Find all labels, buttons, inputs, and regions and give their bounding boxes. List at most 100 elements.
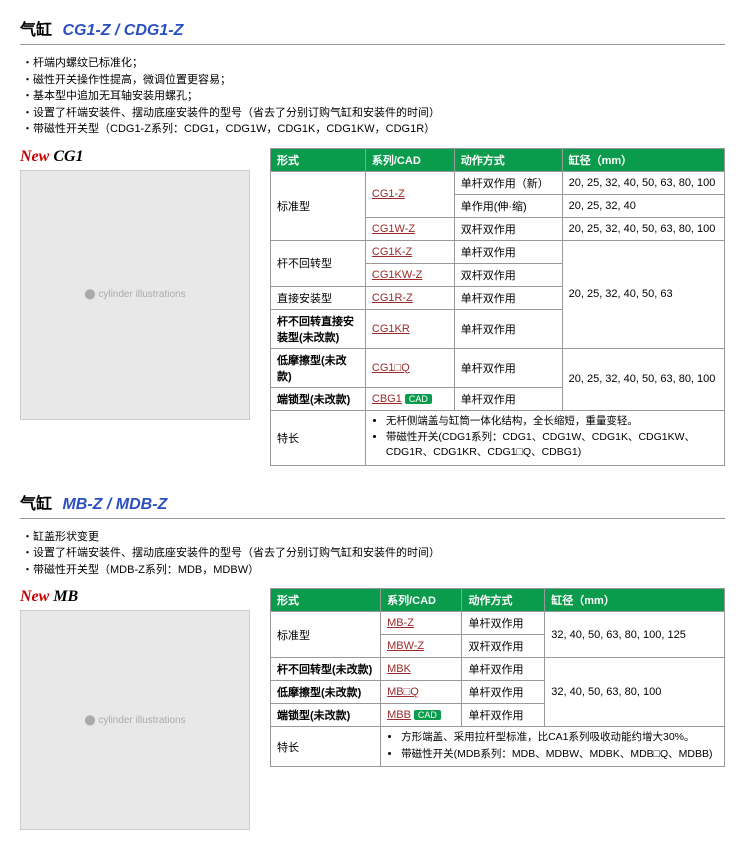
cell-series: MB-Z (381, 612, 462, 635)
cell-form: 杆不回转直接安装型(未改款) (271, 309, 366, 348)
feature-row: 特长 无杆侧端盖与缸筒一体化结构，全长缩短，重量变轻。 带磁性开关(CDG1系列… (271, 410, 725, 465)
series-link[interactable]: CBG1 (372, 393, 402, 405)
section1-model: CG1-Z / CDG1-Z (62, 22, 183, 39)
cell-feature-label: 特长 (271, 727, 381, 767)
table-row: 标准型 MB-Z 单杆双作用 32, 40, 50, 63, 80, 100, … (271, 612, 725, 635)
cell-series: CG1KR (365, 309, 454, 348)
mb-spec-table: 形式 系列/CAD 动作方式 缸径（mm） 标准型 MB-Z 单杆双作用 32,… (270, 588, 725, 767)
table-row: 标准型 CG1-Z 单杆双作用（新） 20, 25, 32, 40, 50, 6… (271, 171, 725, 194)
cell-features: 方形端盖、采用拉杆型标准，比CA1系列吸收动能约增大30%。 带磁性开关(MDB… (381, 727, 725, 767)
cad-badge: CAD (405, 394, 432, 404)
th-form: 形式 (271, 589, 381, 612)
series-link[interactable]: MBB (387, 709, 411, 721)
bullet-item: 带磁性开关型（MDB-Z系列：MDB，MDBW） (22, 562, 725, 579)
cell-form: 端锁型(未改款) (271, 387, 366, 410)
feature-item: 方形端盖、采用拉杆型标准，比CA1系列吸收动能约增大30%。 (401, 730, 718, 745)
cell-action: 单杆双作用 (454, 286, 562, 309)
cg1-product-image: ⬤ cylinder illustrations (20, 170, 250, 420)
bullet-item: 基本型中追加无耳轴安装用螺孔； (22, 88, 725, 105)
series-link[interactable]: CG1KR (372, 323, 410, 335)
section2-model: MB-Z / MDB-Z (62, 496, 167, 513)
cell-features: 无杆侧端盖与缸筒一体化结构，全长缩短，重量变轻。 带磁性开关(CDG1系列：CD… (365, 410, 724, 465)
series-link[interactable]: CG1KW-Z (372, 269, 423, 281)
cell-action: 单杆双作用 (454, 387, 562, 410)
section2-image-column: New MB ⬤ cylinder illustrations (20, 588, 260, 830)
bullet-item: 设置了杆端安装件、摆动底座安装件的型号（省去了分别订购气缸和安装件的时间） (22, 105, 725, 122)
cell-action: 单杆双作用 (454, 348, 562, 387)
th-action: 动作方式 (454, 148, 562, 171)
cell-feature-label: 特长 (271, 410, 366, 465)
cell-series: CG1W-Z (365, 217, 454, 240)
section1-title: 气缸 CG1-Z / CDG1-Z (20, 16, 725, 45)
cell-bore: 32, 40, 50, 63, 80, 100 (545, 658, 725, 727)
feature-row: 特长 方形端盖、采用拉杆型标准，比CA1系列吸收动能约增大30%。 带磁性开关(… (271, 727, 725, 767)
cell-series: MB□Q (381, 681, 462, 704)
new-mb-label: New MB (20, 588, 260, 606)
bullet-item: 缸盖形状变更 (22, 529, 725, 546)
cell-series: CG1K-Z (365, 240, 454, 263)
cell-series: CG1□Q (365, 348, 454, 387)
th-series: 系列/CAD (365, 148, 454, 171)
new-cg1-label: New CG1 (20, 148, 260, 166)
cell-series: CBG1CAD (365, 387, 454, 410)
cell-bore: 20, 25, 32, 40, 50, 63, 80, 100 (562, 348, 724, 410)
series-link[interactable]: CG1-Z (372, 188, 405, 200)
cell-series: MBW-Z (381, 635, 462, 658)
mb-product-image: ⬤ cylinder illustrations (20, 610, 250, 830)
cell-bore: 20, 25, 32, 40 (562, 194, 724, 217)
feature-item: 无杆侧端盖与缸筒一体化结构，全长缩短，重量变轻。 (386, 414, 718, 429)
th-form: 形式 (271, 148, 366, 171)
th-series: 系列/CAD (381, 589, 462, 612)
cell-form: 低摩擦型(未改款) (271, 681, 381, 704)
cell-form: 标准型 (271, 612, 381, 658)
cell-series: CG1R-Z (365, 286, 454, 309)
series-link[interactable]: CG1K-Z (372, 246, 412, 258)
feature-item: 带磁性开关(CDG1系列：CDG1、CDG1W、CDG1K、CDG1KW、CDG… (386, 430, 718, 459)
cell-action: 单杆双作用 (462, 681, 545, 704)
series-link[interactable]: CG1R-Z (372, 292, 413, 304)
cell-action: 单杆双作用 (462, 612, 545, 635)
cell-action: 双杆双作用 (462, 635, 545, 658)
th-action: 动作方式 (462, 589, 545, 612)
cell-action: 单作用(伸·缩) (454, 194, 562, 217)
table-row: 杆不回转型(未改款) MBK 单杆双作用 32, 40, 50, 63, 80,… (271, 658, 725, 681)
cell-bore: 20, 25, 32, 40, 50, 63, 80, 100 (562, 171, 724, 194)
series-link[interactable]: CG1□Q (372, 362, 410, 374)
section1-image-column: New CG1 ⬤ cylinder illustrations (20, 148, 260, 420)
cell-action: 单杆双作用 (454, 309, 562, 348)
cell-action: 双杆双作用 (454, 217, 562, 240)
cell-bore: 20, 25, 32, 40, 50, 63 (562, 240, 724, 348)
cell-action: 单杆双作用 (454, 240, 562, 263)
series-link[interactable]: CG1W-Z (372, 223, 415, 235)
cad-badge: CAD (414, 710, 441, 720)
cell-action: 单杆双作用（新） (454, 171, 562, 194)
bullet-item: 设置了杆端安装件、摆动底座安装件的型号（省去了分别订购气缸和安装件的时间） (22, 545, 725, 562)
cell-series: MBK (381, 658, 462, 681)
series-link[interactable]: MB-Z (387, 617, 414, 629)
cell-form: 端锁型(未改款) (271, 704, 381, 727)
cell-action: 单杆双作用 (462, 658, 545, 681)
cell-action: 双杆双作用 (454, 263, 562, 286)
cell-series: MBBCAD (381, 704, 462, 727)
bullet-item: 带磁性开关型（CDG1-Z系列：CDG1，CDG1W，CDG1K，CDG1KW，… (22, 121, 725, 138)
cell-form: 直接安装型 (271, 286, 366, 309)
section1-bullets: 杆端内螺纹已标准化； 磁性开关操作性提高，微调位置更容易； 基本型中追加无耳轴安… (20, 55, 725, 138)
table-row: 杆不回转型 CG1K-Z 单杆双作用 20, 25, 32, 40, 50, 6… (271, 240, 725, 263)
cell-form: 标准型 (271, 171, 366, 240)
series-link[interactable]: MBK (387, 663, 411, 675)
cell-form: 低摩擦型(未改款) (271, 348, 366, 387)
cell-series: CG1-Z (365, 171, 454, 217)
cell-series: CG1KW-Z (365, 263, 454, 286)
cell-bore: 32, 40, 50, 63, 80, 100, 125 (545, 612, 725, 658)
th-bore: 缸径（mm） (562, 148, 724, 171)
section2-bullets: 缸盖形状变更 设置了杆端安装件、摆动底座安装件的型号（省去了分别订购气缸和安装件… (20, 529, 725, 579)
bullet-item: 杆端内螺纹已标准化； (22, 55, 725, 72)
section2-title: 气缸 MB-Z / MDB-Z (20, 490, 725, 519)
series-link[interactable]: MB□Q (387, 686, 419, 698)
cg1-spec-table: 形式 系列/CAD 动作方式 缸径（mm） 标准型 CG1-Z 单杆双作用（新）… (270, 148, 725, 466)
feature-item: 带磁性开关(MDB系列：MDB、MDBW、MDBK、MDB□Q、MDBB) (401, 747, 718, 762)
section2-prefix: 气缸 (20, 496, 52, 513)
cell-action: 单杆双作用 (462, 704, 545, 727)
th-bore: 缸径（mm） (545, 589, 725, 612)
series-link[interactable]: MBW-Z (387, 640, 424, 652)
